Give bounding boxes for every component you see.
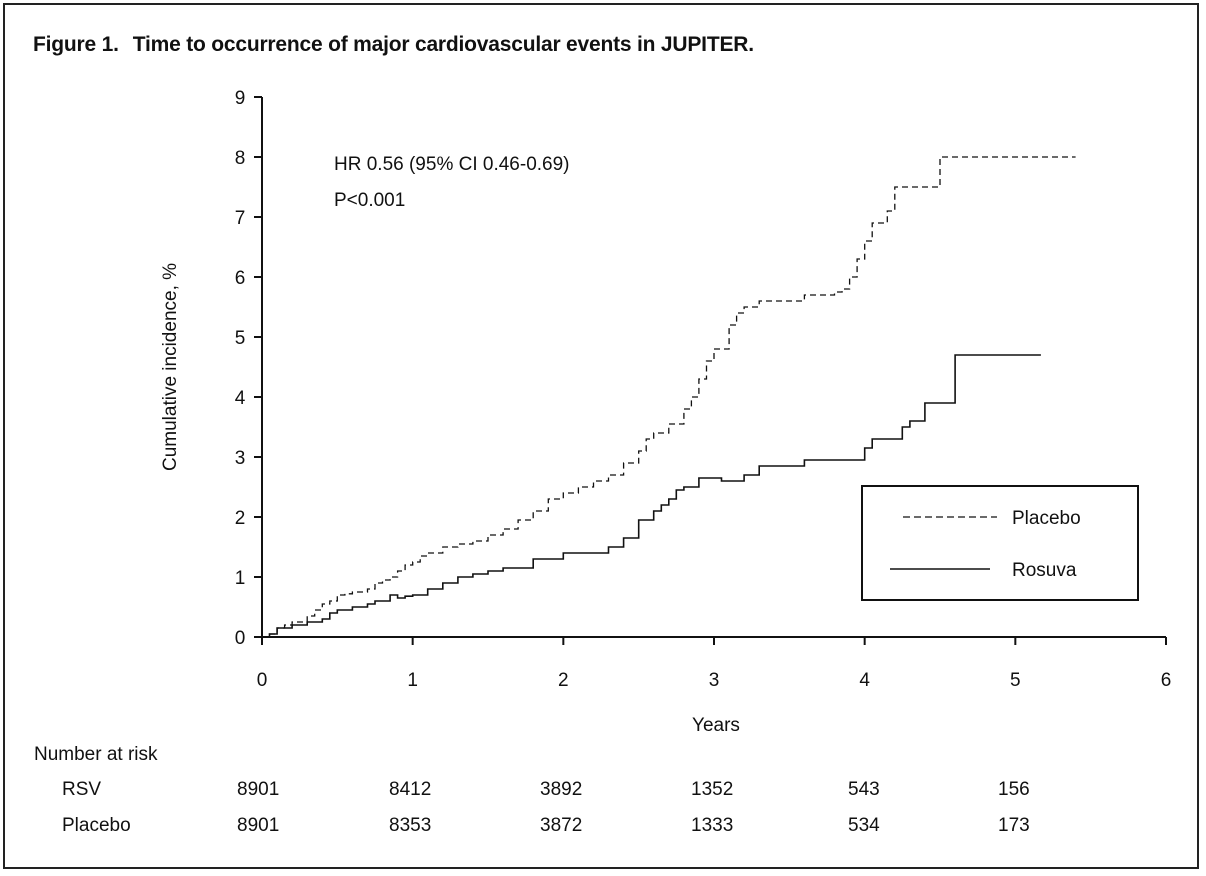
legend: Placebo Rosuva	[861, 485, 1139, 601]
series-layer	[262, 156, 1076, 638]
figure-number: Figure 1.	[33, 33, 119, 56]
number-at-risk-heading: Number at risk	[34, 744, 158, 765]
y-tick-label: 7	[235, 208, 246, 229]
x-tick-label: 5	[1010, 670, 1021, 691]
y-tick-label: 9	[235, 88, 246, 109]
hazard-ratio-annotation: HR 0.56 (95% CI 0.46-0.69)	[334, 154, 570, 175]
legend-rosuva-label: Rosuva	[1012, 560, 1077, 581]
p-value-annotation: P<0.001	[334, 190, 405, 211]
risk-cell: 8353	[389, 815, 432, 836]
axes: 0 1 2 3 4 5 6 7 8 9 0 1 2 3 4 5 6	[235, 88, 1172, 691]
x-tick-label: 2	[558, 670, 569, 691]
risk-cell: 8412	[389, 779, 432, 800]
risk-cell: 3872	[540, 815, 583, 836]
y-tick-label: 3	[235, 448, 246, 469]
y-tick-label: 2	[235, 508, 246, 529]
legend-placebo-label: Placebo	[1012, 508, 1081, 529]
risk-row-placebo-label: Placebo	[62, 815, 131, 836]
y-axis-label: Cumulative incidence, %	[160, 263, 181, 471]
x-tick-label: 6	[1161, 670, 1172, 691]
y-tick-label: 6	[235, 268, 246, 289]
x-tick-label: 1	[407, 670, 418, 691]
risk-row-rsv-label: RSV	[62, 779, 102, 800]
series-line-rosuva	[262, 354, 1041, 638]
x-tick-label: 0	[257, 670, 268, 691]
risk-cell: 8901	[237, 779, 280, 800]
risk-cell: 173	[998, 815, 1030, 836]
risk-cell: 156	[998, 779, 1030, 800]
figure-frame	[3, 3, 1199, 869]
risk-cell: 3892	[540, 779, 583, 800]
y-tick-label: 5	[235, 328, 246, 349]
x-axis-label: Years	[692, 715, 740, 736]
risk-cell: 1333	[691, 815, 734, 836]
legend-box	[861, 485, 1139, 601]
y-tick-label: 4	[235, 388, 246, 409]
figure-title-text: Time to occurrence of major cardiovascul…	[132, 33, 754, 56]
risk-cell: 1352	[691, 779, 734, 800]
x-tick-label: 3	[709, 670, 720, 691]
risk-cell: 534	[848, 815, 880, 836]
y-tick-label: 1	[235, 568, 246, 589]
risk-cell: 543	[848, 779, 880, 800]
series-line-placebo	[262, 156, 1076, 638]
risk-cell: 8901	[237, 815, 280, 836]
figure-title: Figure 1. Time to occurrence of major car…	[33, 33, 754, 57]
y-tick-label: 0	[235, 628, 246, 649]
x-tick-label: 4	[859, 670, 870, 691]
y-tick-label: 8	[235, 148, 246, 169]
